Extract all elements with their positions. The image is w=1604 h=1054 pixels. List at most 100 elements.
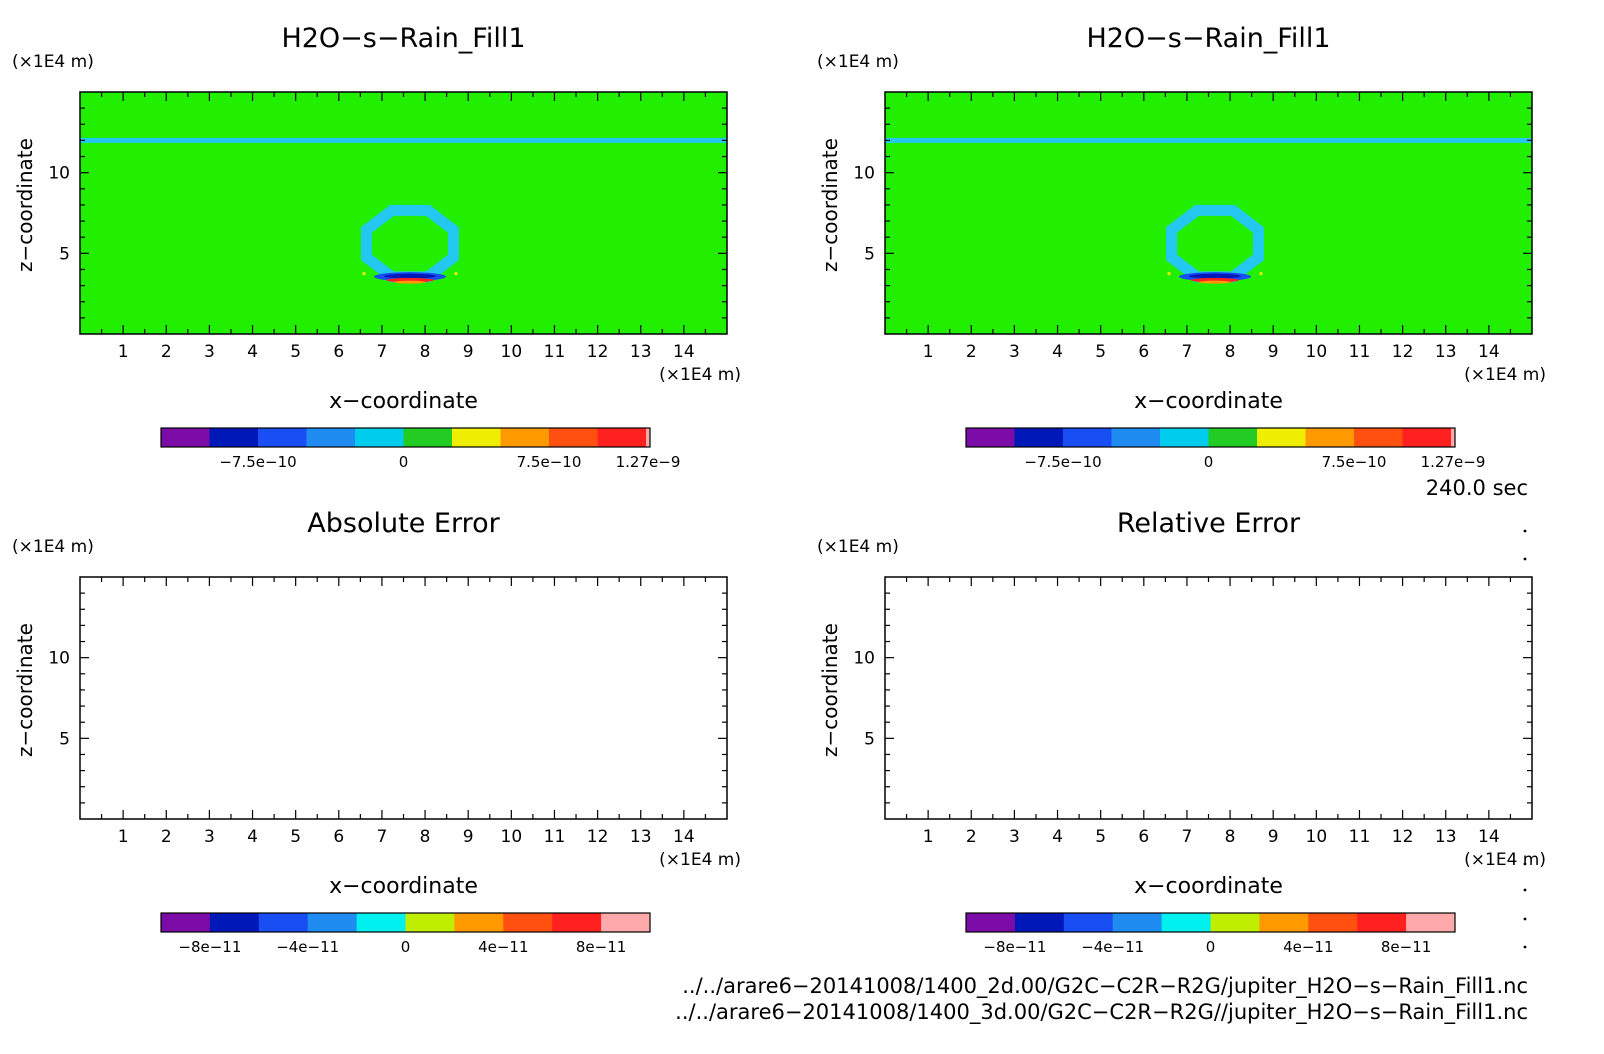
- colorbar-segment: [161, 913, 211, 932]
- colorbar: −7.5e−10 0 7.5e−10 1.27e−9: [965, 427, 1485, 471]
- colorbar-segment: [500, 428, 550, 447]
- colorbar-segment: [403, 428, 453, 447]
- yellow-dot: [454, 272, 458, 276]
- colorbar-segment: [646, 428, 650, 447]
- y-unit-label: (×1E4 m): [817, 537, 899, 557]
- colorbar-segment: [597, 428, 647, 447]
- x-tick-label: 6: [333, 827, 344, 847]
- colorbar-label: 8e−11: [576, 938, 626, 956]
- x-tick-label: 6: [333, 342, 344, 362]
- x-tick-label: 9: [1268, 827, 1279, 847]
- colorbar-label: 4e−11: [478, 938, 528, 956]
- panel-br: Relative Error(×1E4 m)1 2 3 4 5 6 7 8 9 10 11 12 13 1…: [817, 508, 1546, 956]
- colorbar-segment: [1160, 428, 1209, 447]
- orange-lobe: [393, 280, 426, 284]
- x-ticks: [100, 577, 707, 819]
- x-tick-label: 8: [1225, 827, 1236, 847]
- y-tick-label: 10: [853, 649, 875, 669]
- file-path-2d: ../../arare6−20141008/1400_2d.00/G2C−C2R…: [682, 974, 1528, 999]
- x-tick-label: 2: [161, 342, 172, 362]
- colorbar-segment: [1161, 913, 1211, 932]
- x-tick-label: 11: [544, 827, 566, 847]
- x-tick-label: 4: [247, 342, 258, 362]
- y-tick-label: 5: [59, 729, 70, 749]
- colorbar-segment: [1063, 913, 1114, 932]
- x-tick-label: 12: [587, 342, 609, 362]
- panel-title: Absolute Error: [307, 508, 500, 539]
- colorbar-segment: [452, 428, 501, 447]
- x-tick-label: 5: [290, 827, 301, 847]
- field-plot: [80, 92, 727, 334]
- colorbar-segment: [1063, 428, 1112, 447]
- panel-title: H2O−s−Rain_Fill1: [281, 23, 525, 54]
- x-tick-label: 14: [1478, 827, 1500, 847]
- colorbar-segment: [1305, 428, 1355, 447]
- dot: [1523, 557, 1527, 561]
- colorbar-segment: [1210, 913, 1260, 932]
- colorbar-label: 0: [1204, 453, 1214, 471]
- colorbar-segment: [1308, 913, 1358, 932]
- yellow-dot: [1167, 272, 1171, 276]
- x-unit-label: (×1E4 m): [1464, 365, 1546, 385]
- colorbar-segment: [209, 428, 259, 447]
- y-tick-label: 10: [48, 649, 70, 669]
- colorbar-segment: [1402, 428, 1452, 447]
- colorbar-frame: [160, 427, 651, 448]
- colorbar-frame: [965, 427, 1456, 448]
- colorbar-segment: [1014, 428, 1064, 447]
- x-tick-label: 9: [463, 827, 474, 847]
- x-tick-label: 1: [923, 827, 934, 847]
- colorbar-segment: [356, 913, 406, 932]
- y-unit-label: (×1E4 m): [817, 52, 899, 72]
- colorbar: −8e−11 −4e−11 0 4e−11 8e−11: [160, 912, 651, 956]
- x-tick-label: 13: [630, 342, 652, 362]
- colorbar-segment: [209, 913, 260, 932]
- x-tick-label: 6: [1138, 827, 1149, 847]
- panels: H2O−s−Rain_Fill1(×1E4 m)1 2 3 4 5 6 7 8 9 10 11 12 1…: [12, 23, 1546, 956]
- x-tick-label: 1: [118, 827, 129, 847]
- x-tick-label: 1: [118, 342, 129, 362]
- x-tick-label: 1: [923, 342, 934, 362]
- y-ticks: [80, 107, 727, 319]
- x-tick-label: 10: [501, 827, 523, 847]
- x-tick-label: 12: [587, 827, 609, 847]
- colorbar-segment: [1354, 428, 1403, 447]
- x-tick-label: 9: [463, 342, 474, 362]
- colorbar-segment: [258, 428, 307, 447]
- y-axis-label: z−coordinate: [13, 623, 37, 757]
- colorbar-label: 0: [399, 453, 409, 471]
- x-tick-label: 14: [1478, 342, 1500, 362]
- x-tick-label: 5: [1095, 827, 1106, 847]
- x-tick-label: 10: [1306, 342, 1328, 362]
- colorbar: −7.5e−10 0 7.5e−10 1.27e−9: [160, 427, 681, 471]
- x-tick-label: 4: [1052, 342, 1063, 362]
- panel-tr: H2O−s−Rain_Fill1(×1E4 m)1 2 3 4 5 6 7 8 9 10 11 12 1…: [817, 23, 1546, 471]
- colorbar-segment: [1014, 913, 1065, 932]
- x-tick-label: 3: [1009, 827, 1020, 847]
- colorbar-label: −7.5e−10: [219, 453, 296, 471]
- colorbar-segment: [601, 913, 651, 932]
- x-tick-label: 14: [673, 342, 695, 362]
- y-axis-label: z−coordinate: [13, 138, 37, 272]
- x-tick-label: 3: [204, 827, 215, 847]
- panel-bl: Absolute Error(×1E4 m)1 2 3 4 5 6 7 8 9 10 11 12 13 1…: [12, 508, 741, 956]
- x-tick-label: 8: [1225, 342, 1236, 362]
- dot: [1523, 862, 1527, 866]
- x-unit-label: (×1E4 m): [659, 850, 741, 870]
- colorbar-segment: [405, 913, 455, 932]
- colorbar-segment: [966, 428, 1015, 447]
- colorbar-frame: [160, 912, 651, 933]
- y-ticks: [885, 592, 1532, 804]
- colorbar-label: 1.27e−9: [616, 453, 681, 471]
- x-tick-label: 2: [966, 827, 977, 847]
- x-tick-label: 10: [1306, 827, 1328, 847]
- panel-title: H2O−s−Rain_Fill1: [1086, 23, 1330, 54]
- cyan-band: [80, 137, 727, 143]
- colorbar-segment: [966, 913, 1016, 932]
- colorbar-segment: [307, 913, 358, 932]
- x-tick-label: 5: [1095, 342, 1106, 362]
- field-plot: [885, 92, 1532, 334]
- colorbar-segment: [454, 913, 504, 932]
- x-axis-label: x−coordinate: [329, 874, 478, 899]
